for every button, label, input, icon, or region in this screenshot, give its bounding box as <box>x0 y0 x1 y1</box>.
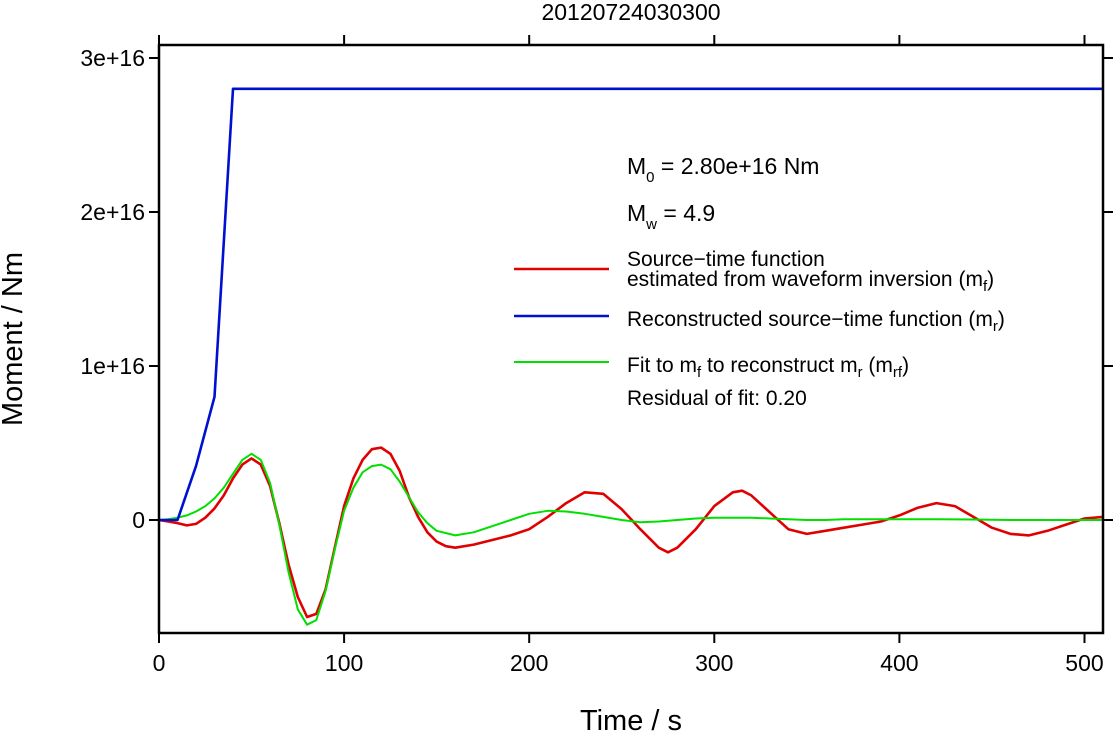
series-line-0 <box>158 446 1104 619</box>
legend: Source−time function estimated from wave… <box>514 248 1005 410</box>
y-tick-label: 0 <box>132 507 145 533</box>
seismic-moment-annotation: M0 = 2.80e+16 Nm <box>627 153 819 186</box>
x-tick-label: 500 <box>1065 650 1103 676</box>
y-tick-label: 2e+16 <box>80 199 145 225</box>
series-line-1 <box>159 87 1103 522</box>
data-curves <box>158 87 1104 626</box>
y-axis-label: Moment / Nm <box>0 252 29 426</box>
residual-annotation: Residual of fit: 0.20 <box>627 387 807 410</box>
x-tick-label: 100 <box>325 650 363 676</box>
y-tick-label: 1e+16 <box>80 353 145 379</box>
legend-label-green: Fit to mf to reconstruct mr (mrf) <box>627 354 909 381</box>
axis-ticks: 0 100 200 300 400 500 0 1e+16 2e+16 3e+16 <box>80 35 1113 676</box>
x-tick-label: 200 <box>510 650 548 676</box>
series-line-2 <box>158 452 1103 626</box>
x-axis-label: Time / s <box>580 705 682 734</box>
x-tick-label: 400 <box>880 650 918 676</box>
x-tick-label: 0 <box>153 650 166 676</box>
legend-label-red-line1: Source−time function <box>627 248 825 271</box>
moment-magnitude-annotation: Mw = 4.9 <box>627 200 715 233</box>
chart-title: 20120724030300 <box>541 0 720 25</box>
legend-label-red-line2: estimated from waveform inversion (mf) <box>627 268 994 295</box>
plot-frame <box>157 43 1105 635</box>
y-tick-label: 3e+16 <box>80 45 145 71</box>
legend-label-blue: Reconstructed source−time function (mr) <box>627 308 1005 335</box>
x-tick-label: 300 <box>695 650 733 676</box>
